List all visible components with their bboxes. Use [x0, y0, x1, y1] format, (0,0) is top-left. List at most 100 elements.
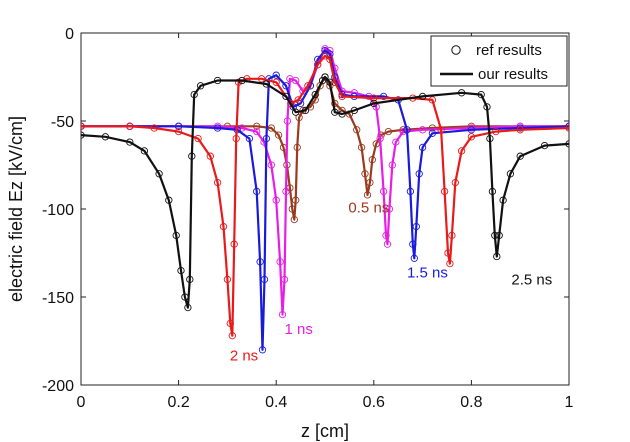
ref-point	[194, 134, 202, 143]
ref-point	[283, 117, 292, 125]
ref-point	[357, 143, 366, 152]
ref-point	[428, 96, 437, 104]
ref-point	[165, 196, 173, 204]
ref-point	[278, 310, 287, 319]
ref-point	[467, 133, 476, 141]
y-tick-label: -150	[42, 290, 74, 307]
ref-point	[276, 258, 284, 266]
ref-point	[282, 187, 290, 196]
series-2-5-ns	[81, 73, 569, 312]
ref-point	[350, 106, 358, 115]
series-label-1-5-ns: 1.5 ns	[407, 265, 448, 282]
ref-point	[326, 78, 334, 86]
ref-point	[292, 76, 300, 85]
ref-point	[196, 82, 205, 90]
ref-point	[190, 90, 198, 99]
ref-point	[483, 103, 491, 111]
y-axis-label: electric field Ez [kV/cm]	[6, 116, 26, 302]
ref-point	[516, 124, 524, 132]
ref-point	[437, 126, 445, 134]
y-tick-label: -50	[51, 114, 74, 131]
ref-point	[272, 71, 280, 79]
ref-point	[467, 126, 476, 134]
ref-point	[272, 196, 280, 204]
ref-point	[295, 113, 303, 122]
ref-point	[253, 187, 261, 196]
ref-point	[516, 126, 524, 134]
ref-point	[228, 332, 236, 340]
ref-point	[256, 258, 264, 266]
ref-point	[392, 138, 400, 146]
ref-point	[467, 124, 476, 132]
ref-point	[226, 319, 234, 328]
ref-point	[245, 134, 254, 143]
ref-point	[338, 92, 346, 101]
ref-point	[540, 141, 549, 150]
series-1-5-ns	[81, 46, 569, 354]
series-line-1-5-ns	[81, 49, 569, 351]
ref-point	[440, 187, 449, 196]
ref-point	[238, 124, 246, 132]
x-tick-label: 0.8	[460, 394, 482, 411]
ref-point	[321, 46, 329, 55]
ref-point	[267, 124, 275, 132]
series-line-2-ns	[81, 54, 569, 337]
ref-point	[363, 191, 372, 199]
ref-point	[361, 170, 369, 178]
legend-ref-marker	[451, 45, 461, 55]
plot-area	[80, 32, 570, 386]
y-tick-label: 0	[65, 26, 74, 43]
x-axis: 0 0.2 0.4 0.6 0.8 1	[77, 33, 574, 411]
ref-point	[232, 134, 240, 143]
ref-point	[304, 82, 312, 90]
ref-point	[174, 122, 183, 130]
ref-point	[140, 147, 149, 155]
ref-point	[172, 231, 180, 240]
ref-point	[488, 187, 497, 196]
ref-point	[287, 99, 295, 108]
ref-point	[326, 55, 334, 64]
ref-point	[366, 178, 374, 187]
ref-point	[338, 110, 346, 118]
legend-ref-label: ref results	[476, 42, 542, 59]
ref-point	[428, 129, 437, 137]
ref-point	[499, 196, 507, 204]
y-tick-label: -200	[42, 378, 74, 395]
ref-point	[565, 140, 569, 148]
ref-point	[258, 346, 267, 354]
ref-point	[379, 92, 388, 101]
ref-point	[177, 266, 185, 275]
ref-point	[383, 240, 392, 248]
ref-point	[292, 108, 300, 116]
ref-point	[353, 126, 361, 134]
ref-point	[257, 75, 266, 83]
ref-point	[181, 293, 189, 301]
legend: ref results our results	[430, 35, 568, 87]
ref-point	[206, 152, 214, 160]
ref-point	[457, 89, 466, 97]
ref-point	[410, 254, 418, 262]
ref-point	[477, 90, 485, 99]
ref-point	[370, 99, 378, 108]
ref-point	[81, 122, 85, 130]
ref-point	[385, 205, 394, 213]
annotations: 0.5 ns 1 ns 1.5 ns 2 ns 2.5 ns	[230, 200, 552, 365]
ref-point	[384, 127, 393, 136]
ref-point	[492, 127, 500, 136]
ref-point	[155, 170, 163, 178]
ref-point	[262, 80, 271, 88]
ref-point	[262, 134, 271, 143]
ref-point	[403, 126, 411, 134]
ref-point	[446, 259, 454, 268]
ref-point	[213, 76, 222, 85]
ref-point	[418, 92, 427, 101]
ref-point	[516, 152, 524, 160]
legend-our-label: our results	[478, 66, 548, 83]
x-tick-label: 0.4	[265, 394, 287, 411]
series-label-2-5-ns: 2.5 ns	[511, 272, 552, 289]
ref-point	[174, 127, 183, 136]
ref-point	[406, 187, 415, 196]
ref-point	[301, 106, 310, 115]
ref-point	[495, 231, 503, 240]
